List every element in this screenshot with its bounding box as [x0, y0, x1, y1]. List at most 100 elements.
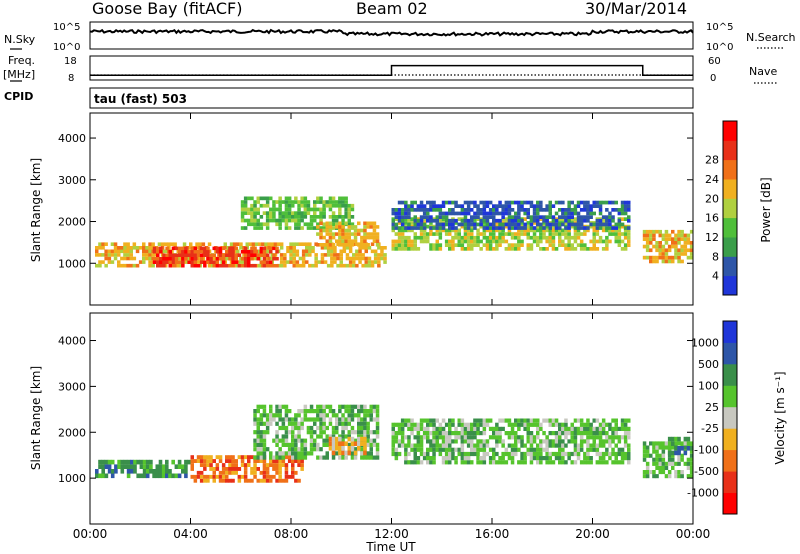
data-cell [253, 438, 257, 443]
data-cell [444, 460, 449, 465]
data-cell [416, 431, 421, 436]
data-cell [397, 208, 402, 212]
data-cell [495, 208, 499, 212]
data-cell [482, 439, 487, 444]
data-cell [221, 253, 226, 257]
data-cell [151, 253, 155, 257]
data-cell [370, 260, 375, 264]
data-cell [339, 260, 343, 264]
data-cell [331, 436, 336, 442]
data-cell [542, 447, 546, 452]
data-cell [429, 228, 433, 233]
data-cell [507, 204, 512, 208]
data-cell [309, 451, 314, 456]
data-cell [479, 232, 483, 236]
data-cell [104, 473, 109, 479]
data-cell [113, 253, 118, 257]
data-cell [642, 237, 647, 241]
data-cell [247, 222, 251, 227]
data-cell [463, 218, 468, 223]
data-cell [495, 239, 499, 244]
data-cell [476, 215, 480, 219]
data-cell [554, 443, 559, 448]
data-cell [372, 228, 377, 233]
data-cell [605, 226, 609, 230]
data-cell [570, 426, 574, 431]
data-cell [331, 211, 336, 215]
data-cell [319, 455, 323, 460]
data-cell [168, 473, 172, 479]
data-cell [432, 435, 436, 440]
data-cell [322, 222, 326, 227]
data-cell [300, 417, 304, 422]
data-cell [488, 200, 493, 205]
data-cell [110, 253, 115, 257]
data-cell [573, 460, 578, 465]
data-cell [463, 232, 468, 236]
data-cell [488, 235, 493, 240]
data-cell [652, 474, 656, 479]
data-cell [95, 469, 99, 474]
data-cell [463, 451, 468, 457]
data-cell [529, 431, 534, 436]
data-cell [595, 431, 600, 436]
data-cell [523, 226, 527, 230]
data-cell [292, 260, 296, 264]
data-cell [438, 435, 443, 440]
data-cell [264, 242, 268, 246]
data-cell [370, 242, 375, 246]
data-cell [611, 215, 615, 219]
data-cell [243, 455, 248, 460]
data-cell [375, 409, 380, 414]
data-cell [159, 257, 163, 261]
data-cell [570, 243, 574, 247]
colorbar-swatch [723, 385, 737, 408]
data-cell [357, 430, 361, 435]
data-cell [611, 232, 615, 236]
data-cell [642, 233, 647, 238]
data-cell [617, 435, 622, 440]
data-cell [301, 263, 306, 268]
data-cell [510, 435, 515, 440]
data-cell [476, 447, 480, 452]
data-cell [158, 469, 163, 474]
data-cell [278, 215, 282, 219]
data-cell [338, 221, 342, 226]
data-cell [558, 217, 562, 221]
data-cell [470, 247, 474, 251]
data-cell [413, 422, 417, 427]
data-cell [605, 439, 609, 444]
data-cell [520, 418, 524, 423]
data-cell [614, 228, 618, 233]
data-cell [495, 228, 499, 233]
data-cell [664, 474, 669, 479]
data-cell [454, 456, 458, 461]
data-cell [142, 260, 146, 264]
data-cell [375, 421, 380, 426]
data-cell [347, 215, 351, 219]
data-cell [510, 460, 515, 465]
data-cell [620, 200, 625, 205]
data-cell [545, 456, 549, 461]
data-cell [586, 431, 590, 436]
data-cell [573, 439, 578, 444]
data-cell [284, 215, 289, 219]
data-cell [98, 473, 102, 479]
data-cell [520, 460, 524, 465]
data-cell [595, 247, 600, 251]
data-cell [466, 243, 471, 247]
data-cell [407, 235, 411, 240]
data-cell [360, 235, 364, 240]
data-cell [548, 418, 552, 423]
data-cell [265, 226, 270, 230]
data-cell [348, 246, 353, 250]
data-cell [341, 430, 345, 435]
data-cell [333, 249, 337, 254]
data-cell [413, 226, 417, 230]
data-cell [689, 474, 694, 479]
data-cell [689, 449, 694, 454]
data-cell [234, 253, 238, 257]
data-cell [291, 438, 295, 443]
data-cell [608, 222, 612, 227]
data-cell [435, 204, 439, 208]
